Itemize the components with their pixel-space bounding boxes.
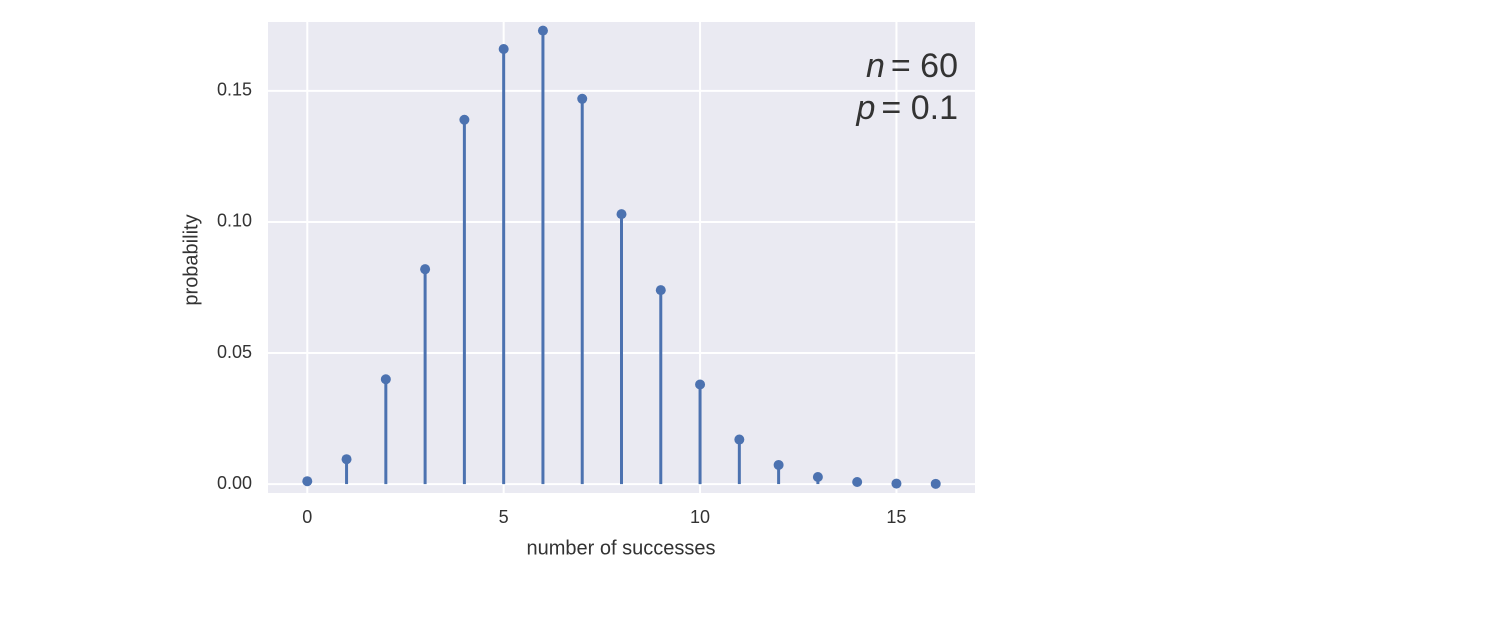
stem-marker — [616, 209, 627, 220]
x-tick-label: 15 — [886, 507, 906, 527]
annotation: p = 0.1 — [856, 89, 959, 127]
annotation-symbol: n — [866, 47, 885, 85]
marks — [302, 25, 941, 489]
stem-marker — [891, 478, 902, 489]
y-tick-label: 0.15 — [217, 80, 252, 100]
stem-marker — [852, 476, 863, 487]
stem-marker — [655, 285, 666, 296]
stem-marker — [380, 374, 391, 385]
x-tick-label: 0 — [302, 507, 312, 527]
stem-marker — [420, 264, 431, 275]
stem-marker — [812, 472, 823, 483]
stem-marker — [537, 25, 548, 36]
annotation-text: = 0.1 — [881, 89, 958, 127]
stem-marker — [302, 476, 313, 487]
y-axis-label: probability — [180, 214, 202, 305]
stem-marker — [498, 43, 509, 54]
stem-marker — [930, 478, 941, 489]
stem-marker — [734, 434, 745, 445]
y-tick-label: 0.05 — [217, 342, 252, 362]
stem-marker — [577, 93, 588, 104]
stem-marker — [459, 114, 470, 125]
y-tick-label: 0.10 — [217, 211, 252, 231]
annotation-text: = 60 — [891, 47, 958, 85]
stem-marker — [773, 459, 784, 470]
x-axis-label: number of successes — [527, 537, 716, 559]
stem-marker — [341, 454, 352, 465]
x-tick-label: 10 — [690, 507, 710, 527]
annotation-symbol: p — [856, 89, 876, 127]
x-tick-label: 5 — [499, 507, 509, 527]
y-tick-label: 0.00 — [217, 473, 252, 493]
annotation: n = 60 — [866, 47, 958, 85]
stem-marker — [695, 379, 706, 390]
